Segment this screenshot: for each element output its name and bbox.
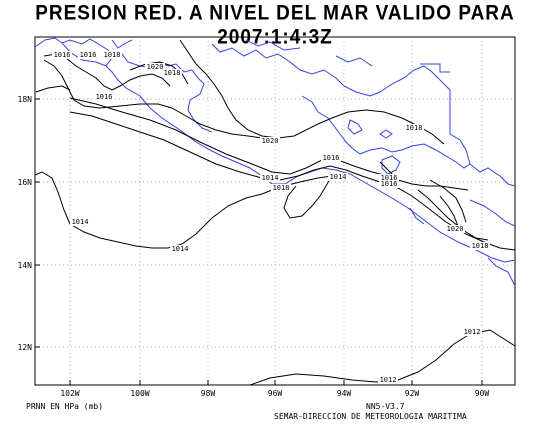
y-tick-label: 18N [18,95,33,104]
isobar-label-bg [94,93,114,101]
isobar-label-bg [162,69,182,77]
isobar-label-bg [170,245,190,253]
isobar-labels: 1016 1016 10181020101810161020101810161014… [52,51,490,384]
x-tick-label: 90W [475,389,490,398]
isobar-label: 1014 [172,245,189,253]
y-tick-label: 14N [18,261,33,270]
isobar-label: 1014 [330,173,347,181]
isobar-label: 1020 [447,225,464,233]
isobar-label: 1016 [381,174,398,182]
isobar-label: 1016 [96,93,113,101]
isobar-label: 1012 [380,376,397,384]
isobar-label-bg [328,173,348,181]
isobar-label-bg [404,124,424,132]
isobar-label: 1018 [472,242,489,250]
isobar-label-bg [78,51,98,59]
units-note: PRNN EN HPa (mb) [26,402,104,411]
x-tick-label: 102W [60,389,79,398]
isobar-label-bg [470,242,490,250]
x-tick-label: 100W [130,389,149,398]
isobar-label-bg [260,174,280,182]
isobar-label-bg [445,225,465,233]
isobar-label: 1016 [381,180,398,188]
isobar-label-bg [102,51,122,59]
map-title: PRESION RED. A NIVEL DEL MAR VALIDO PARA… [35,1,515,50]
isobar-label-bg [379,180,399,188]
isobar-label: 1014 [72,218,89,226]
isobar-label-bg [145,63,165,71]
isobar-label-bg [271,184,291,192]
isobar-label-bg [378,376,398,384]
isobar-label: 1016 [54,51,71,59]
x-tick-label: 98W [201,389,216,398]
isobar-label: 1020 [262,137,279,145]
lat-lon-grid [35,37,515,385]
y-tick-label: 16N [18,178,33,187]
isobar-label: 1018 [273,184,290,192]
isobar-label: 1016 [323,154,340,162]
model-version: NN5-V3.7 [366,402,405,411]
isobar-label: 1018 [406,124,423,132]
isobar-label: 1012 [464,328,481,336]
isobar-label-bg [321,154,341,162]
coastlines [34,37,516,287]
isobar-label-bg [462,328,482,336]
x-tick-label: 94W [337,389,352,398]
isobar-label: 1016 [80,51,97,59]
isobar-label-bg [379,174,399,182]
isobar-label: 1018 [104,51,121,59]
axis-ticks [35,98,483,385]
isobar-label-bg [260,137,280,145]
x-tick-label: 96W [268,389,283,398]
y-tick-label: 12N [18,343,33,352]
x-tick-label: 92W [405,389,420,398]
isobar-label-bg [70,218,90,226]
isobar-label: 1014 [262,174,279,182]
isobar-label: 1018 [164,69,181,77]
agency-credit: SEMAR-DIRECCION DE METEOROLOGIA MARITIMA [274,412,467,421]
isobar-label: 1020 [147,63,164,71]
isobar-label-bg [52,51,72,59]
